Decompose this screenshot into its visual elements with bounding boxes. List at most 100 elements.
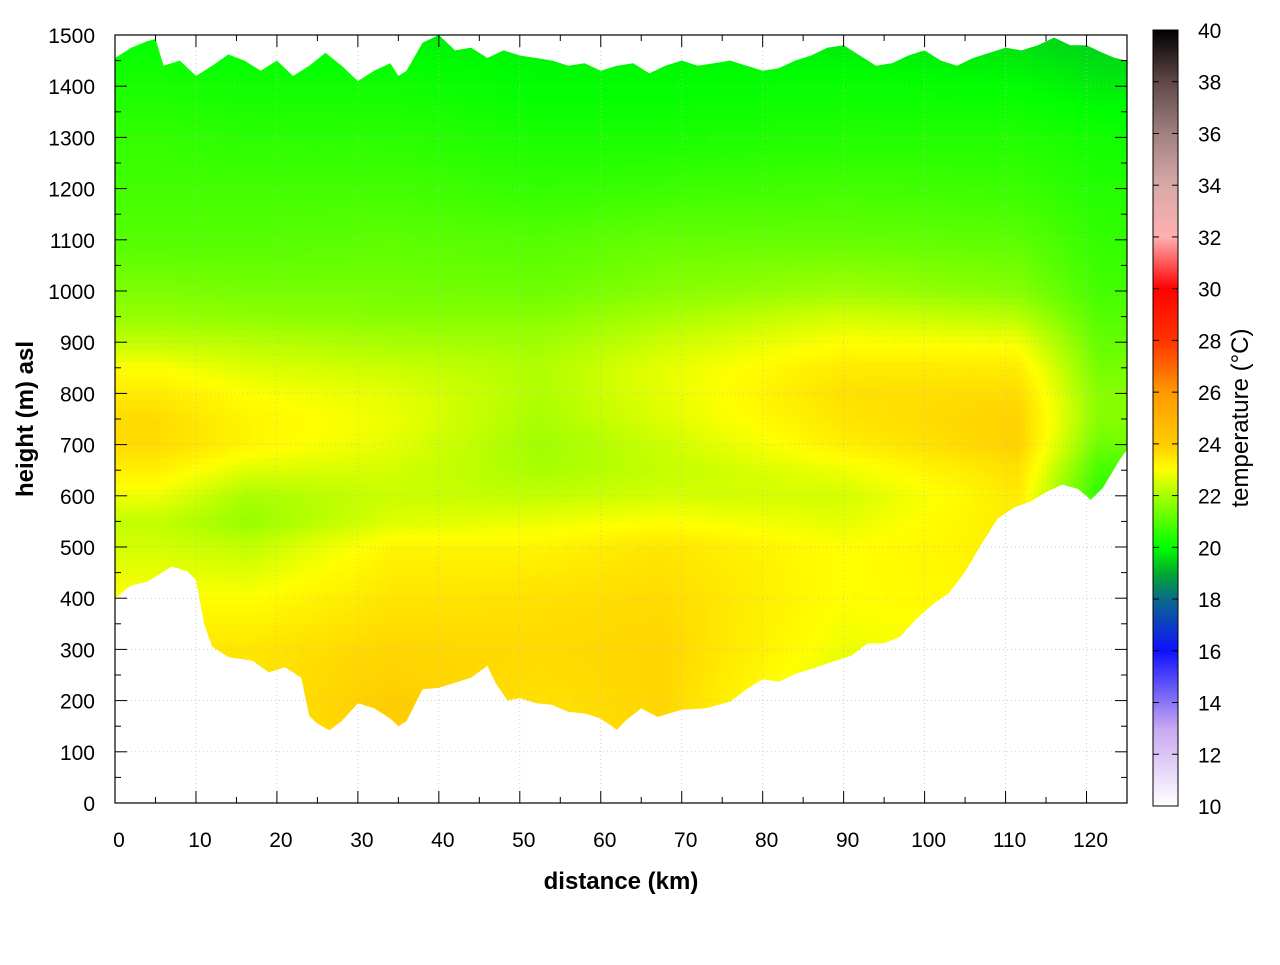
- heatmap-cell: [127, 246, 132, 253]
- heatmap-cell: [273, 285, 278, 292]
- heatmap-cell: [245, 496, 250, 503]
- heatmap-cell: [184, 125, 189, 132]
- heatmap-cell: [188, 617, 193, 624]
- heatmap-cell: [228, 80, 233, 87]
- heatmap-cell: [253, 547, 258, 554]
- heatmap-cell: [127, 707, 132, 714]
- heatmap-cell: [253, 758, 258, 765]
- heatmap-cell: [119, 137, 124, 144]
- heatmap-cell: [143, 432, 148, 439]
- heatmap-cell: [240, 93, 245, 100]
- heatmap-cell: [168, 176, 173, 183]
- heatmap-cell: [228, 400, 233, 407]
- heatmap-cell: [184, 144, 189, 151]
- heatmap-cell: [115, 701, 120, 708]
- heatmap-cell: [228, 585, 233, 592]
- heatmap-cell: [212, 41, 217, 48]
- heatmap-cell: [160, 720, 165, 727]
- heatmap-cell: [168, 291, 173, 298]
- heatmap-cell: [172, 547, 177, 554]
- heatmap-cell: [265, 182, 270, 189]
- heatmap-cell: [192, 291, 197, 298]
- heatmap-cell: [155, 515, 160, 522]
- heatmap-cell: [220, 560, 225, 567]
- heatmap-cell: [180, 777, 185, 784]
- heatmap-cell: [176, 48, 181, 55]
- heatmap-cell: [269, 67, 274, 74]
- heatmap-cell: [245, 457, 250, 464]
- heatmap-cell: [135, 624, 140, 631]
- heatmap-cell: [281, 406, 286, 413]
- heatmap-cell: [240, 521, 245, 528]
- heatmap-cell: [147, 342, 152, 349]
- heatmap-cell: [196, 496, 201, 503]
- heatmap-cell: [269, 41, 274, 48]
- heatmap-cell: [135, 137, 140, 144]
- heatmap-cell: [135, 150, 140, 157]
- heatmap-cell: [151, 182, 156, 189]
- heatmap-cell: [269, 150, 274, 157]
- heatmap-cell: [155, 707, 160, 714]
- heatmap-cell: [151, 99, 156, 106]
- heatmap-cell: [240, 701, 245, 708]
- heatmap-cell: [176, 630, 181, 637]
- heatmap-cell: [212, 669, 217, 676]
- heatmap-cell: [192, 259, 197, 266]
- heatmap-cell: [224, 534, 229, 541]
- heatmap-cell: [224, 291, 229, 298]
- heatmap-cell: [277, 349, 282, 356]
- heatmap-cell: [188, 765, 193, 772]
- heatmap-cell: [147, 701, 152, 708]
- heatmap-cell: [249, 451, 254, 458]
- heatmap-cell: [220, 381, 225, 388]
- heatmap-cell: [281, 701, 286, 708]
- heatmap-cell: [155, 413, 160, 420]
- heatmap-cell: [249, 54, 254, 61]
- heatmap-cell: [265, 573, 270, 580]
- heatmap-cell: [147, 227, 152, 234]
- heatmap-cell: [151, 368, 156, 375]
- heatmap-cell: [172, 125, 177, 132]
- heatmap-cell: [232, 368, 237, 375]
- heatmap-cell: [212, 553, 217, 560]
- heatmap-cell: [164, 406, 169, 413]
- heatmap-cell: [147, 425, 152, 432]
- heatmap-cell: [245, 547, 250, 554]
- heatmap-cell: [172, 48, 177, 55]
- heatmap-cell: [249, 61, 254, 68]
- heatmap-cell: [184, 259, 189, 266]
- heatmap-cell: [236, 675, 241, 682]
- heatmap-cell: [176, 777, 181, 784]
- heatmap-cell: [176, 317, 181, 324]
- heatmap-cell: [257, 432, 262, 439]
- heatmap-cell: [212, 713, 217, 720]
- heatmap-cell: [269, 48, 274, 55]
- heatmap-cell: [155, 771, 160, 778]
- heatmap-cell: [228, 477, 233, 484]
- heatmap-cell: [208, 438, 213, 445]
- heatmap-cell: [236, 637, 241, 644]
- heatmap-cell: [208, 502, 213, 509]
- heatmap-cell: [139, 477, 144, 484]
- heatmap-cell: [261, 259, 266, 266]
- heatmap-cell: [236, 291, 241, 298]
- heatmap-cell: [139, 406, 144, 413]
- heatmap-cell: [257, 617, 262, 624]
- heatmap-cell: [192, 669, 197, 676]
- heatmap-cell: [135, 662, 140, 669]
- heatmap-cell: [240, 406, 245, 413]
- heatmap-cell: [143, 195, 148, 202]
- heatmap-cell: [131, 214, 136, 221]
- heatmap-cell: [253, 265, 258, 272]
- heatmap-cell: [212, 233, 217, 240]
- heatmap-cell: [240, 470, 245, 477]
- heatmap-cell: [135, 48, 140, 55]
- heatmap-cell: [188, 720, 193, 727]
- heatmap-cell: [160, 733, 165, 740]
- heatmap-cell: [160, 144, 165, 151]
- heatmap-cell: [240, 425, 245, 432]
- heatmap-cell: [188, 272, 193, 279]
- heatmap-cell: [176, 393, 181, 400]
- heatmap-cell: [139, 694, 144, 701]
- heatmap-cell: [184, 137, 189, 144]
